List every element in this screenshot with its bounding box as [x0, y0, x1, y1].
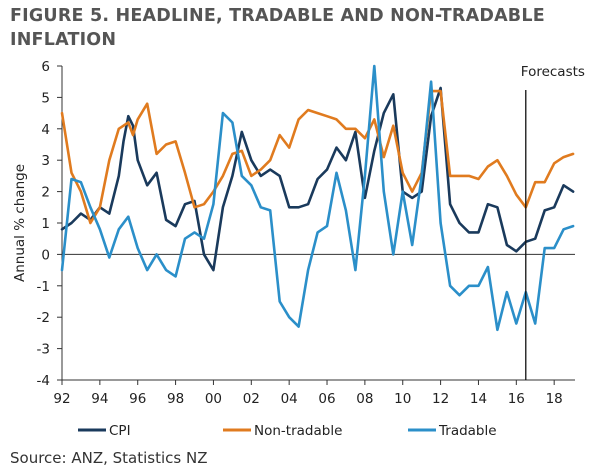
x-tick-label: 94	[91, 391, 108, 407]
y-tick-label: 4	[41, 122, 50, 138]
y-tick-label: -4	[37, 373, 50, 389]
chart-title: FIGURE 5. HEADLINE, TRADABLE AND NON-TRA…	[10, 6, 545, 50]
x-tick-label: 12	[432, 391, 449, 407]
series-line-tradable	[60, 64, 575, 332]
source-note: Source: ANZ, Statistics NZ	[10, 449, 208, 467]
x-tick-label: 98	[167, 391, 184, 407]
chart-legend: CPI Non-tradable Tradable	[78, 423, 497, 439]
y-tick-label: -2	[37, 310, 50, 326]
y-tick-label: -1	[37, 279, 50, 295]
x-tick-label: 08	[356, 391, 373, 407]
x-tick-label: 06	[318, 391, 335, 407]
y-tick-label: 5	[41, 90, 50, 106]
x-tick-label: 00	[205, 391, 222, 407]
chart-annotations: Forecasts	[521, 64, 585, 380]
forecast-label: Forecasts	[521, 64, 585, 80]
y-tick-label: 3	[41, 153, 50, 169]
x-tick-label: 02	[243, 391, 260, 407]
y-tick-label: 1	[41, 216, 50, 232]
x-tick-label: 96	[129, 391, 146, 407]
legend-label-tradable: Tradable	[438, 423, 497, 439]
y-tick-label: 0	[41, 247, 50, 263]
chart-series	[60, 64, 575, 332]
y-tick-label: 6	[41, 59, 50, 75]
x-tick-label: 92	[53, 391, 70, 407]
series-line-non-tradable	[60, 89, 575, 225]
x-tick-label: 16	[508, 391, 525, 407]
y-tick-label: 2	[41, 185, 50, 201]
x-tick-label: 10	[394, 391, 411, 407]
y-axis-label: Annual % change	[12, 164, 28, 282]
x-tick-label: 14	[470, 391, 487, 407]
y-tick-label: -3	[37, 342, 50, 358]
x-tick-label: 04	[281, 391, 298, 407]
legend-label-non-tradable: Non-tradable	[254, 423, 342, 439]
legend-label-cpi: CPI	[109, 423, 131, 439]
x-tick-label: 18	[546, 391, 563, 407]
series-line-cpi	[60, 86, 575, 272]
